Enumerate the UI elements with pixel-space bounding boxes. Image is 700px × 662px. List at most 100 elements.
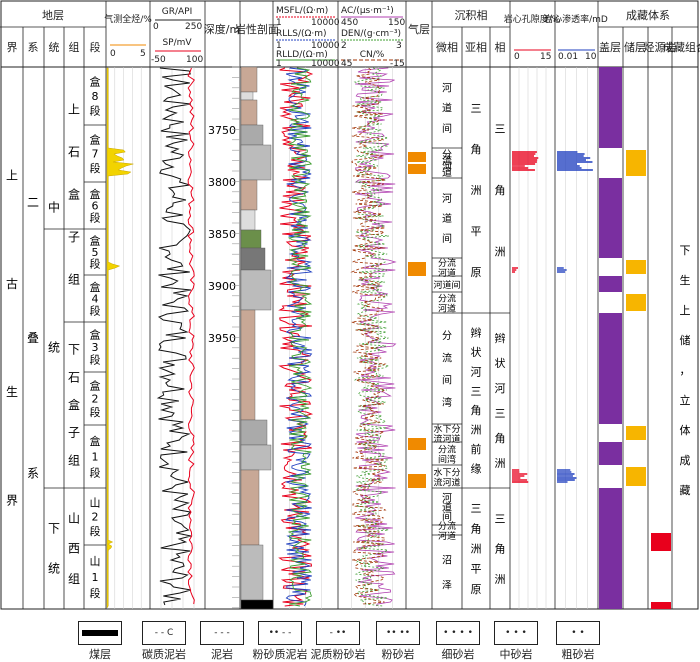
member-label: 山 <box>90 555 101 568</box>
lithology-bed <box>240 419 268 446</box>
member-label: 盒 <box>90 434 101 448</box>
legend-swatch: • • <box>556 621 600 645</box>
rlls-max: 10000 <box>311 41 340 51</box>
column-lines <box>0 1 698 609</box>
poro-header: 岩心孔隙度/% <box>504 13 561 25</box>
micro-facies-label: 河 <box>442 161 452 173</box>
rank-series: 统 <box>49 41 60 54</box>
ac-max: 150 <box>388 18 405 28</box>
formation-upper-label: 上 <box>68 103 80 117</box>
member-label: 段 <box>90 104 101 118</box>
legend-swatch: • • • <box>494 621 538 645</box>
strat-labels: 上古生界二叠系中统下统上石盒子组下石盒子组山西组盒8段盒7段盒6段盒5段盒4段盒… <box>6 75 101 601</box>
coal-swatch-bar <box>82 630 118 636</box>
erathem-label: 生 <box>6 385 18 399</box>
micro-facies-label: 分流 <box>438 293 456 305</box>
ac-min: 450 <box>341 18 358 28</box>
sp-curve <box>187 67 195 605</box>
lithology-bed <box>240 124 264 146</box>
erathem-label: 界 <box>6 494 18 508</box>
micro-facies-label: 间 <box>442 510 452 523</box>
sub-facies-label: 洲 <box>471 543 482 556</box>
micro-facies-label: 沼 <box>442 554 452 567</box>
sub-header: 亚相 <box>465 41 487 54</box>
gr-curve <box>156 67 192 606</box>
erathem-label: 上 <box>6 168 18 182</box>
depth-tick-label: 3950 <box>208 332 236 345</box>
rlld-curve <box>287 67 313 607</box>
cap-header: 盖层 <box>599 40 621 54</box>
gas-layer-marker <box>408 474 426 488</box>
lithology-bed <box>240 91 254 101</box>
lithology-bed <box>240 66 258 93</box>
rlld-label: RLLD/(Ω·m) <box>276 50 328 60</box>
sub-facies-label: 三 <box>471 102 482 115</box>
sub-facies-label: 辫 <box>471 325 482 339</box>
facies-label: 三 <box>495 407 506 420</box>
lithology-bed <box>240 469 260 546</box>
combo-label: 成 <box>680 454 691 467</box>
member-label: 2 <box>92 393 99 406</box>
rlls-label: RLLS/(Ω·m) <box>276 29 327 39</box>
micro-facies-label: 道 <box>442 102 452 115</box>
lithology-bed <box>240 209 256 231</box>
micro-facies-label: 河 <box>442 193 452 205</box>
gas-min: 0 <box>110 49 116 59</box>
micro-facies-label: 河 <box>442 82 452 94</box>
facies-label: 三 <box>495 512 506 525</box>
member-label: 段 <box>90 405 101 419</box>
micro-facies-label: 道 <box>442 212 452 225</box>
facies-header: 沉积相 <box>455 9 488 22</box>
ac-curve <box>354 67 397 607</box>
member-label: 段 <box>90 465 101 479</box>
system-label: 系 <box>27 467 39 481</box>
erathem-label: 古 <box>6 276 18 291</box>
source-rock-interval <box>651 533 671 551</box>
reservoir-interval <box>626 294 646 311</box>
micro-facies-label: 分流 <box>438 520 456 532</box>
formation-lower-label: 盒 <box>68 397 80 412</box>
member-label: 盒 <box>90 132 101 146</box>
depth-tick-label: 3800 <box>208 176 236 189</box>
msfl-curve <box>278 67 314 607</box>
member-label: 5 <box>92 246 99 259</box>
den-min: 2 <box>341 41 347 51</box>
gr-label: GR/API <box>162 7 193 17</box>
facies-dividers <box>432 147 510 536</box>
src-header: 烃源岩 <box>644 40 677 54</box>
micro-facies-label: 水下分 <box>433 423 460 435</box>
cap-gap <box>599 292 622 313</box>
combo-label: 储 <box>680 333 691 347</box>
series-lower-label: 统 <box>48 562 60 576</box>
legend-label: 煤层 <box>89 648 111 661</box>
rlld-min: 1 <box>276 59 282 69</box>
formation-lower-label: 组 <box>68 453 80 467</box>
legend-swatch: - - - <box>200 621 244 645</box>
lithology-bed <box>240 247 266 271</box>
sub-facies-label: 河 <box>471 365 482 378</box>
cn-min: 45 <box>341 59 352 69</box>
member-label: 盒 <box>90 378 101 392</box>
micro-header: 微相 <box>436 40 458 54</box>
rlls-min: 1 <box>276 41 282 51</box>
micro-facies-label: 流 <box>442 351 452 364</box>
combo-label: 藏 <box>680 484 691 497</box>
lithology-column <box>240 66 274 610</box>
micro-facies-label: 流河道 <box>433 433 460 445</box>
micro-facies-label: 分流 <box>438 444 456 456</box>
facies-label: 三 <box>495 123 506 136</box>
cn-max: -15 <box>390 59 405 69</box>
facies-label: 状 <box>495 356 506 370</box>
micro-facies-label: 间 <box>442 122 452 135</box>
micro-facies-label: 河 <box>442 492 452 504</box>
member-label: 8 <box>92 90 99 103</box>
member-label: 2 <box>92 511 99 524</box>
system-label: 二 <box>27 196 39 210</box>
sub-facies-label: 原 <box>471 583 482 596</box>
sub-facies-label: 洲 <box>471 184 482 197</box>
sub-facies-label: 角 <box>471 404 482 417</box>
perm-max: 10 <box>585 52 597 62</box>
formation-shanxi-label: 西 <box>68 542 80 556</box>
member-label: 盒 <box>90 234 101 248</box>
